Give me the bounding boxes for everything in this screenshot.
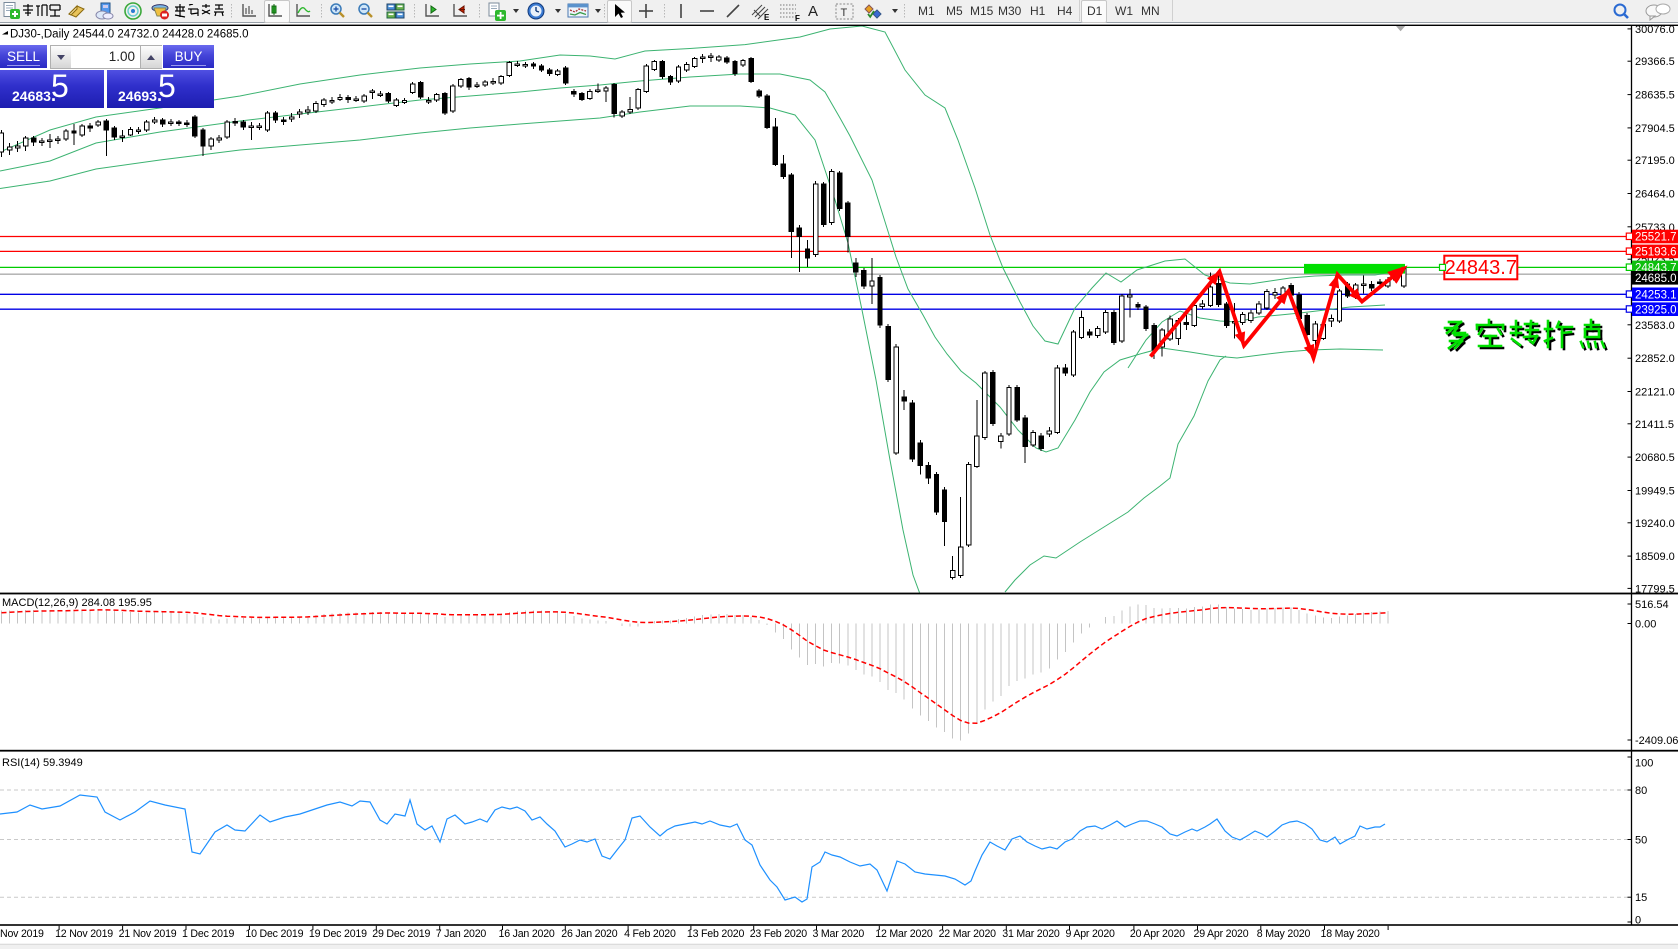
svg-text:23925.0: 23925.0 bbox=[1635, 304, 1677, 316]
svg-text:13 Feb 2020: 13 Feb 2020 bbox=[687, 928, 745, 940]
svg-text:516.54: 516.54 bbox=[1635, 599, 1669, 611]
svg-text:24253.1: 24253.1 bbox=[1635, 290, 1677, 302]
svg-text:23583.0: 23583.0 bbox=[1635, 320, 1675, 332]
svg-text:29 Apr 2020: 29 Apr 2020 bbox=[1194, 928, 1249, 940]
svg-text:31 Mar 2020: 31 Mar 2020 bbox=[1002, 928, 1060, 940]
svg-text:27904.5: 27904.5 bbox=[1635, 123, 1675, 135]
svg-text:Nov 2019: Nov 2019 bbox=[0, 928, 44, 940]
svg-text:23 Feb 2020: 23 Feb 2020 bbox=[750, 928, 808, 940]
svg-text:25193.6: 25193.6 bbox=[1635, 247, 1677, 259]
svg-text:24843.7: 24843.7 bbox=[1445, 257, 1517, 279]
svg-text:24685.0: 24685.0 bbox=[1635, 273, 1677, 285]
svg-text:28635.5: 28635.5 bbox=[1635, 90, 1675, 102]
svg-text:21 Nov 2019: 21 Nov 2019 bbox=[119, 928, 177, 940]
svg-text:80: 80 bbox=[1635, 785, 1647, 797]
svg-text:29 Dec 2019: 29 Dec 2019 bbox=[372, 928, 430, 940]
svg-text:9 Apr 2020: 9 Apr 2020 bbox=[1066, 928, 1116, 940]
svg-text:26 Jan 2020: 26 Jan 2020 bbox=[561, 928, 617, 940]
svg-text:20680.5: 20680.5 bbox=[1635, 452, 1675, 464]
svg-text:25521.7: 25521.7 bbox=[1635, 232, 1677, 244]
svg-text:22852.0: 22852.0 bbox=[1635, 353, 1675, 365]
svg-text:E: E bbox=[764, 13, 770, 22]
svg-text:4 Feb 2020: 4 Feb 2020 bbox=[624, 928, 676, 940]
svg-text:26464.0: 26464.0 bbox=[1635, 189, 1675, 201]
svg-text:10 Dec 2019: 10 Dec 2019 bbox=[245, 928, 303, 940]
svg-text:F: F bbox=[795, 14, 800, 22]
svg-text:20 Apr 2020: 20 Apr 2020 bbox=[1130, 928, 1185, 940]
svg-text:16 Jan 2020: 16 Jan 2020 bbox=[499, 928, 555, 940]
svg-text:19240.0: 19240.0 bbox=[1635, 518, 1675, 530]
svg-text:DJ30-,Daily 24544.0 24732.0 2: DJ30-,Daily 24544.0 24732.0 24428.0 2468… bbox=[10, 29, 249, 41]
svg-text:21411.5: 21411.5 bbox=[1635, 419, 1674, 431]
svg-text:7 Jan 2020: 7 Jan 2020 bbox=[436, 928, 487, 940]
svg-text:12 Mar 2020: 12 Mar 2020 bbox=[875, 928, 933, 940]
svg-text:22121.0: 22121.0 bbox=[1635, 387, 1675, 399]
svg-text:RSI(14) 59.3949: RSI(14) 59.3949 bbox=[2, 757, 83, 769]
svg-text:1 Dec 2019: 1 Dec 2019 bbox=[182, 928, 234, 940]
svg-text:27195.0: 27195.0 bbox=[1635, 155, 1675, 167]
svg-text:0.00: 0.00 bbox=[1635, 619, 1656, 631]
svg-text:18 May 2020: 18 May 2020 bbox=[1321, 928, 1380, 940]
svg-text:T: T bbox=[841, 7, 848, 19]
svg-text:50: 50 bbox=[1635, 835, 1647, 847]
svg-text:8 May 2020: 8 May 2020 bbox=[1257, 928, 1311, 940]
svg-text:100: 100 bbox=[1635, 758, 1653, 770]
svg-text:-2409.06: -2409.06 bbox=[1635, 735, 1678, 747]
svg-text:15: 15 bbox=[1635, 892, 1647, 904]
svg-text:18509.0: 18509.0 bbox=[1635, 551, 1675, 563]
svg-text:22 Mar 2020: 22 Mar 2020 bbox=[939, 928, 997, 940]
svg-text:29366.5: 29366.5 bbox=[1635, 56, 1675, 68]
svg-text:0: 0 bbox=[1635, 915, 1641, 927]
svg-text:12 Nov 2019: 12 Nov 2019 bbox=[55, 928, 113, 940]
svg-text:30076.0: 30076.0 bbox=[1635, 24, 1675, 36]
svg-text:3 Mar 2020: 3 Mar 2020 bbox=[813, 928, 865, 940]
svg-text:19 Dec 2019: 19 Dec 2019 bbox=[309, 928, 367, 940]
svg-text:17799.5: 17799.5 bbox=[1635, 583, 1675, 595]
svg-text:19949.5: 19949.5 bbox=[1635, 486, 1675, 498]
svg-text:MACD(12,26,9) 284.08 195.95: MACD(12,26,9) 284.08 195.95 bbox=[2, 597, 152, 609]
